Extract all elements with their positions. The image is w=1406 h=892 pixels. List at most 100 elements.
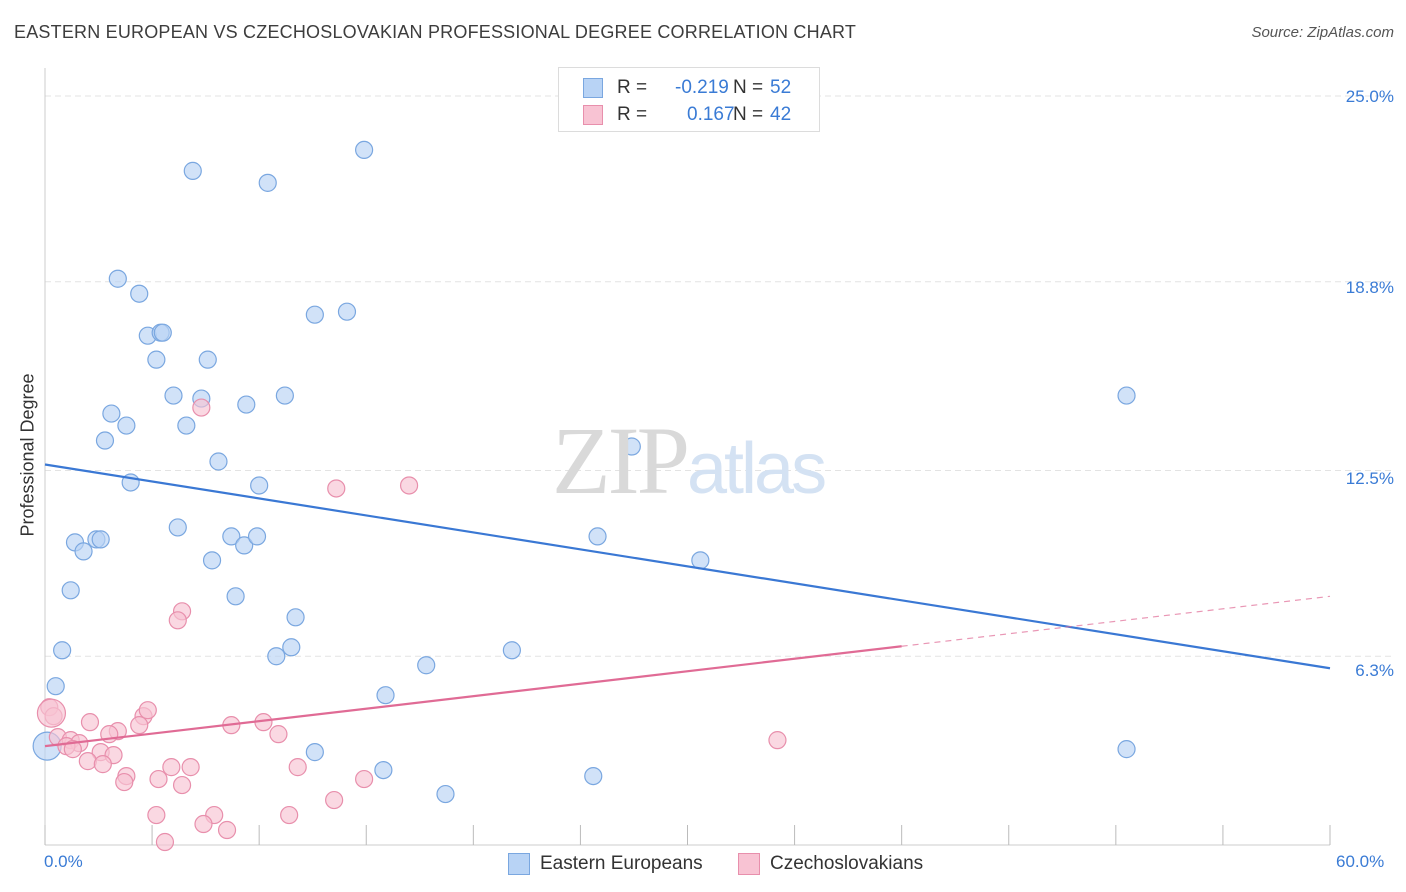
legend-swatch-pink xyxy=(583,105,603,125)
data-point-eastern-europeans xyxy=(117,416,136,435)
data-point-czechoslovakians xyxy=(192,398,211,417)
data-point-eastern-europeans xyxy=(282,638,301,657)
data-point-czechoslovakians xyxy=(168,611,187,630)
data-point-czechoslovakians xyxy=(78,752,97,771)
data-point-eastern-europeans xyxy=(376,686,395,705)
bottom-legend-swatch-pink xyxy=(738,853,760,875)
bottom-legend-label: Eastern Europeans xyxy=(540,853,703,874)
data-point-eastern-europeans xyxy=(622,437,641,456)
data-point-czechoslovakians xyxy=(138,701,157,720)
data-point-czechoslovakians xyxy=(172,775,192,795)
data-point-eastern-europeans xyxy=(305,305,324,324)
legend-n-label: N = xyxy=(733,77,764,98)
legend-swatch-blue xyxy=(583,78,603,98)
data-point-eastern-europeans xyxy=(130,284,149,303)
data-point-eastern-europeans xyxy=(1117,386,1136,405)
data-point-eastern-europeans xyxy=(202,551,222,570)
data-point-czechoslovakians xyxy=(355,769,374,789)
legend-n-value: 52 xyxy=(770,77,792,98)
bottom-legend-label: Czechoslovakians xyxy=(770,853,924,874)
correlation-legend: R = -0.219 N = 52 R = 0.167 N = 42 xyxy=(558,67,820,132)
data-point-eastern-europeans xyxy=(235,536,254,555)
source-credit: Source: ZipAtlas.com xyxy=(1251,24,1394,41)
y-tick-label: 12.5% xyxy=(1345,469,1394,488)
data-point-czechoslovakians xyxy=(280,805,299,825)
chart-title: EASTERN EUROPEAN VS CZECHOSLOVAKIAN PROF… xyxy=(14,22,857,42)
trend-line-eastern-europeans xyxy=(44,463,1331,670)
data-point-eastern-europeans xyxy=(91,530,110,549)
data-point-eastern-europeans xyxy=(305,743,324,762)
data-point-eastern-europeans xyxy=(502,641,521,660)
data-point-eastern-europeans xyxy=(691,551,710,570)
data-point-eastern-europeans xyxy=(275,386,294,405)
trend-line-extension-czechoslovakians xyxy=(901,595,1331,647)
data-point-eastern-europeans xyxy=(102,404,121,423)
data-point-czechoslovakians xyxy=(269,725,288,744)
data-point-eastern-europeans xyxy=(177,416,196,435)
legend-n-label: N = xyxy=(733,104,764,125)
data-point-czechoslovakians xyxy=(130,716,149,735)
data-point-czechoslovakians xyxy=(768,731,787,750)
data-point-eastern-europeans xyxy=(337,302,357,321)
data-point-czechoslovakians xyxy=(147,805,166,825)
data-point-eastern-europeans xyxy=(584,766,603,786)
data-point-eastern-europeans xyxy=(198,350,217,369)
data-point-czechoslovakians xyxy=(115,772,134,792)
data-point-czechoslovakians xyxy=(36,698,67,728)
data-point-eastern-europeans xyxy=(374,760,393,780)
legend-r-value: 0.167 xyxy=(687,104,735,125)
data-point-eastern-europeans xyxy=(1117,740,1136,759)
watermark-zip: ZIP xyxy=(552,407,690,514)
x-tick-label-max: 60.0% xyxy=(1336,852,1385,871)
data-point-eastern-europeans xyxy=(247,527,267,546)
y-axis-label: Professional Degree xyxy=(17,373,38,537)
legend-r-label: R = xyxy=(617,77,648,98)
watermark-atlas: atlas xyxy=(687,429,827,509)
data-point-eastern-europeans xyxy=(147,350,166,369)
data-point-eastern-europeans xyxy=(222,527,241,546)
bottom-legend-swatch-blue xyxy=(508,853,530,875)
data-point-czechoslovakians xyxy=(80,713,100,732)
data-point-czechoslovakians xyxy=(327,479,346,498)
data-point-eastern-europeans xyxy=(355,140,374,160)
watermark: ZIPatlas xyxy=(552,405,827,516)
data-point-eastern-europeans xyxy=(108,269,127,288)
data-point-eastern-europeans xyxy=(250,476,269,495)
data-point-czechoslovakians xyxy=(149,769,168,789)
data-point-eastern-europeans xyxy=(95,431,115,450)
trend-line-czechoslovakians xyxy=(44,645,902,748)
data-point-eastern-europeans xyxy=(258,173,277,192)
legend-n-value: 42 xyxy=(770,104,792,125)
data-point-eastern-europeans xyxy=(237,395,256,414)
data-point-eastern-europeans xyxy=(153,323,172,342)
data-point-czechoslovakians xyxy=(325,790,344,810)
data-point-czechoslovakians xyxy=(181,758,200,777)
data-point-eastern-europeans xyxy=(168,518,187,537)
data-point-eastern-europeans xyxy=(46,677,65,696)
data-point-czechoslovakians xyxy=(217,820,237,840)
data-point-eastern-europeans xyxy=(209,452,228,471)
legend-r-value: -0.219 xyxy=(675,77,729,98)
data-point-eastern-europeans xyxy=(436,784,455,804)
data-point-eastern-europeans xyxy=(588,527,607,546)
data-point-eastern-europeans xyxy=(74,542,93,561)
data-point-czechoslovakians xyxy=(155,832,175,852)
y-tick-label: 25.0% xyxy=(1345,87,1394,106)
legend-r-label: R = xyxy=(617,104,648,125)
data-point-eastern-europeans xyxy=(286,608,305,627)
data-point-eastern-europeans xyxy=(417,656,436,675)
y-tick-label: 18.8% xyxy=(1345,278,1394,297)
data-point-eastern-europeans xyxy=(164,386,183,405)
data-point-czechoslovakians xyxy=(194,814,213,834)
data-point-czechoslovakians xyxy=(63,740,82,759)
y-tick-label: 6.3% xyxy=(1355,661,1394,680)
data-point-czechoslovakians xyxy=(93,755,112,774)
data-point-eastern-europeans xyxy=(226,587,245,606)
data-point-eastern-europeans xyxy=(53,641,72,660)
data-point-eastern-europeans xyxy=(267,647,286,666)
data-point-eastern-europeans xyxy=(183,161,202,180)
data-point-eastern-europeans xyxy=(61,581,80,600)
data-point-czechoslovakians xyxy=(288,758,307,777)
x-tick-label-min: 0.0% xyxy=(44,852,83,871)
